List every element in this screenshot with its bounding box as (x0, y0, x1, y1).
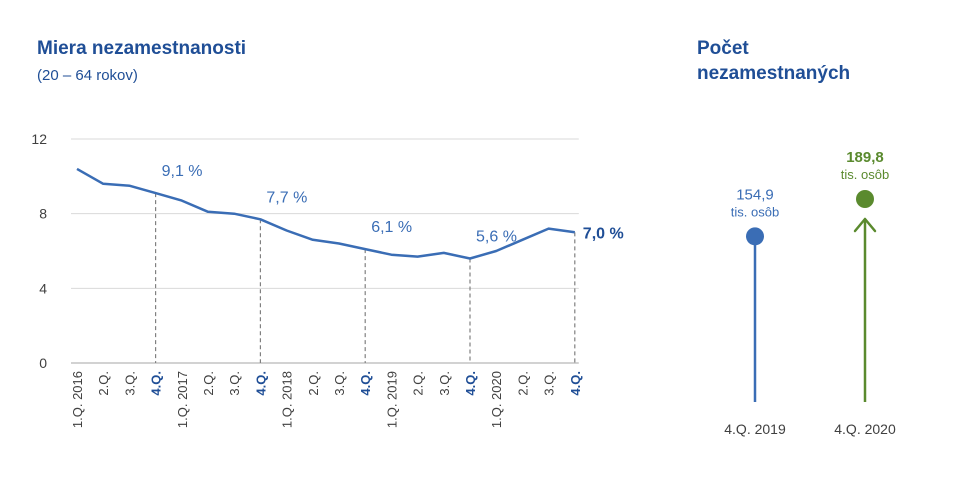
value-label: 154,9 (736, 186, 774, 203)
data-label: 5,6 % (476, 228, 517, 245)
y-tick-label: 0 (39, 355, 47, 371)
left-chart-subtitle: (20 – 64 rokov) (37, 67, 138, 84)
x-tick-label: 2.Q. (306, 371, 321, 396)
x-tick-label: 4.Q. (568, 371, 583, 396)
x-tick-label: 3.Q. (332, 371, 347, 396)
lollipop-marker (856, 190, 874, 208)
x-tick-label: 4.Q. (463, 371, 478, 396)
category-label: 4.Q. 2019 (724, 421, 786, 437)
category-label: 4.Q. 2020 (834, 421, 896, 437)
x-tick-label: 4.Q. (149, 371, 164, 396)
data-label: 7,7 % (266, 189, 307, 206)
unit-label: tis. osôb (841, 167, 889, 182)
right-chart-title-line2: nezamestnaných (697, 63, 851, 84)
x-tick-label: 3.Q. (227, 371, 242, 396)
unit-label: tis. osôb (731, 204, 779, 219)
unemployment-rate-line (76, 167, 575, 260)
data-label: 9,1 % (162, 163, 203, 180)
lollipop-marker (746, 227, 764, 246)
data-label: 6,1 % (371, 219, 412, 236)
x-tick-label: 2.Q. (96, 371, 111, 396)
x-tick-label: 1.Q. 2020 (489, 371, 504, 428)
x-tick-label: 3.Q. (437, 371, 452, 396)
right-chart-title-line1: Počet (697, 38, 749, 59)
data-label: 7,0 % (583, 225, 624, 242)
arrow-head-icon (853, 217, 877, 233)
x-tick-label: 4.Q. (358, 371, 373, 396)
y-tick-label: 4 (39, 280, 47, 296)
x-tick-label: 1.Q. 2019 (384, 371, 399, 428)
x-tick-label: 2.Q. (515, 371, 530, 396)
x-tick-label: 1.Q. 2018 (280, 371, 295, 428)
x-tick-label: 4.Q. (253, 371, 268, 396)
x-tick-label: 2.Q. (411, 371, 426, 396)
y-tick-label: 8 (39, 206, 47, 222)
x-tick-label: 1.Q. 2016 (70, 371, 85, 428)
y-tick-label: 12 (31, 131, 47, 147)
x-tick-label: 1.Q. 2017 (175, 371, 190, 428)
value-label: 189,8 (846, 149, 884, 166)
left-chart-title: Miera nezamestnanosti (37, 38, 247, 59)
x-tick-label: 3.Q. (542, 371, 557, 396)
x-tick-label: 3.Q. (122, 371, 137, 396)
x-tick-label: 2.Q. (201, 371, 216, 396)
